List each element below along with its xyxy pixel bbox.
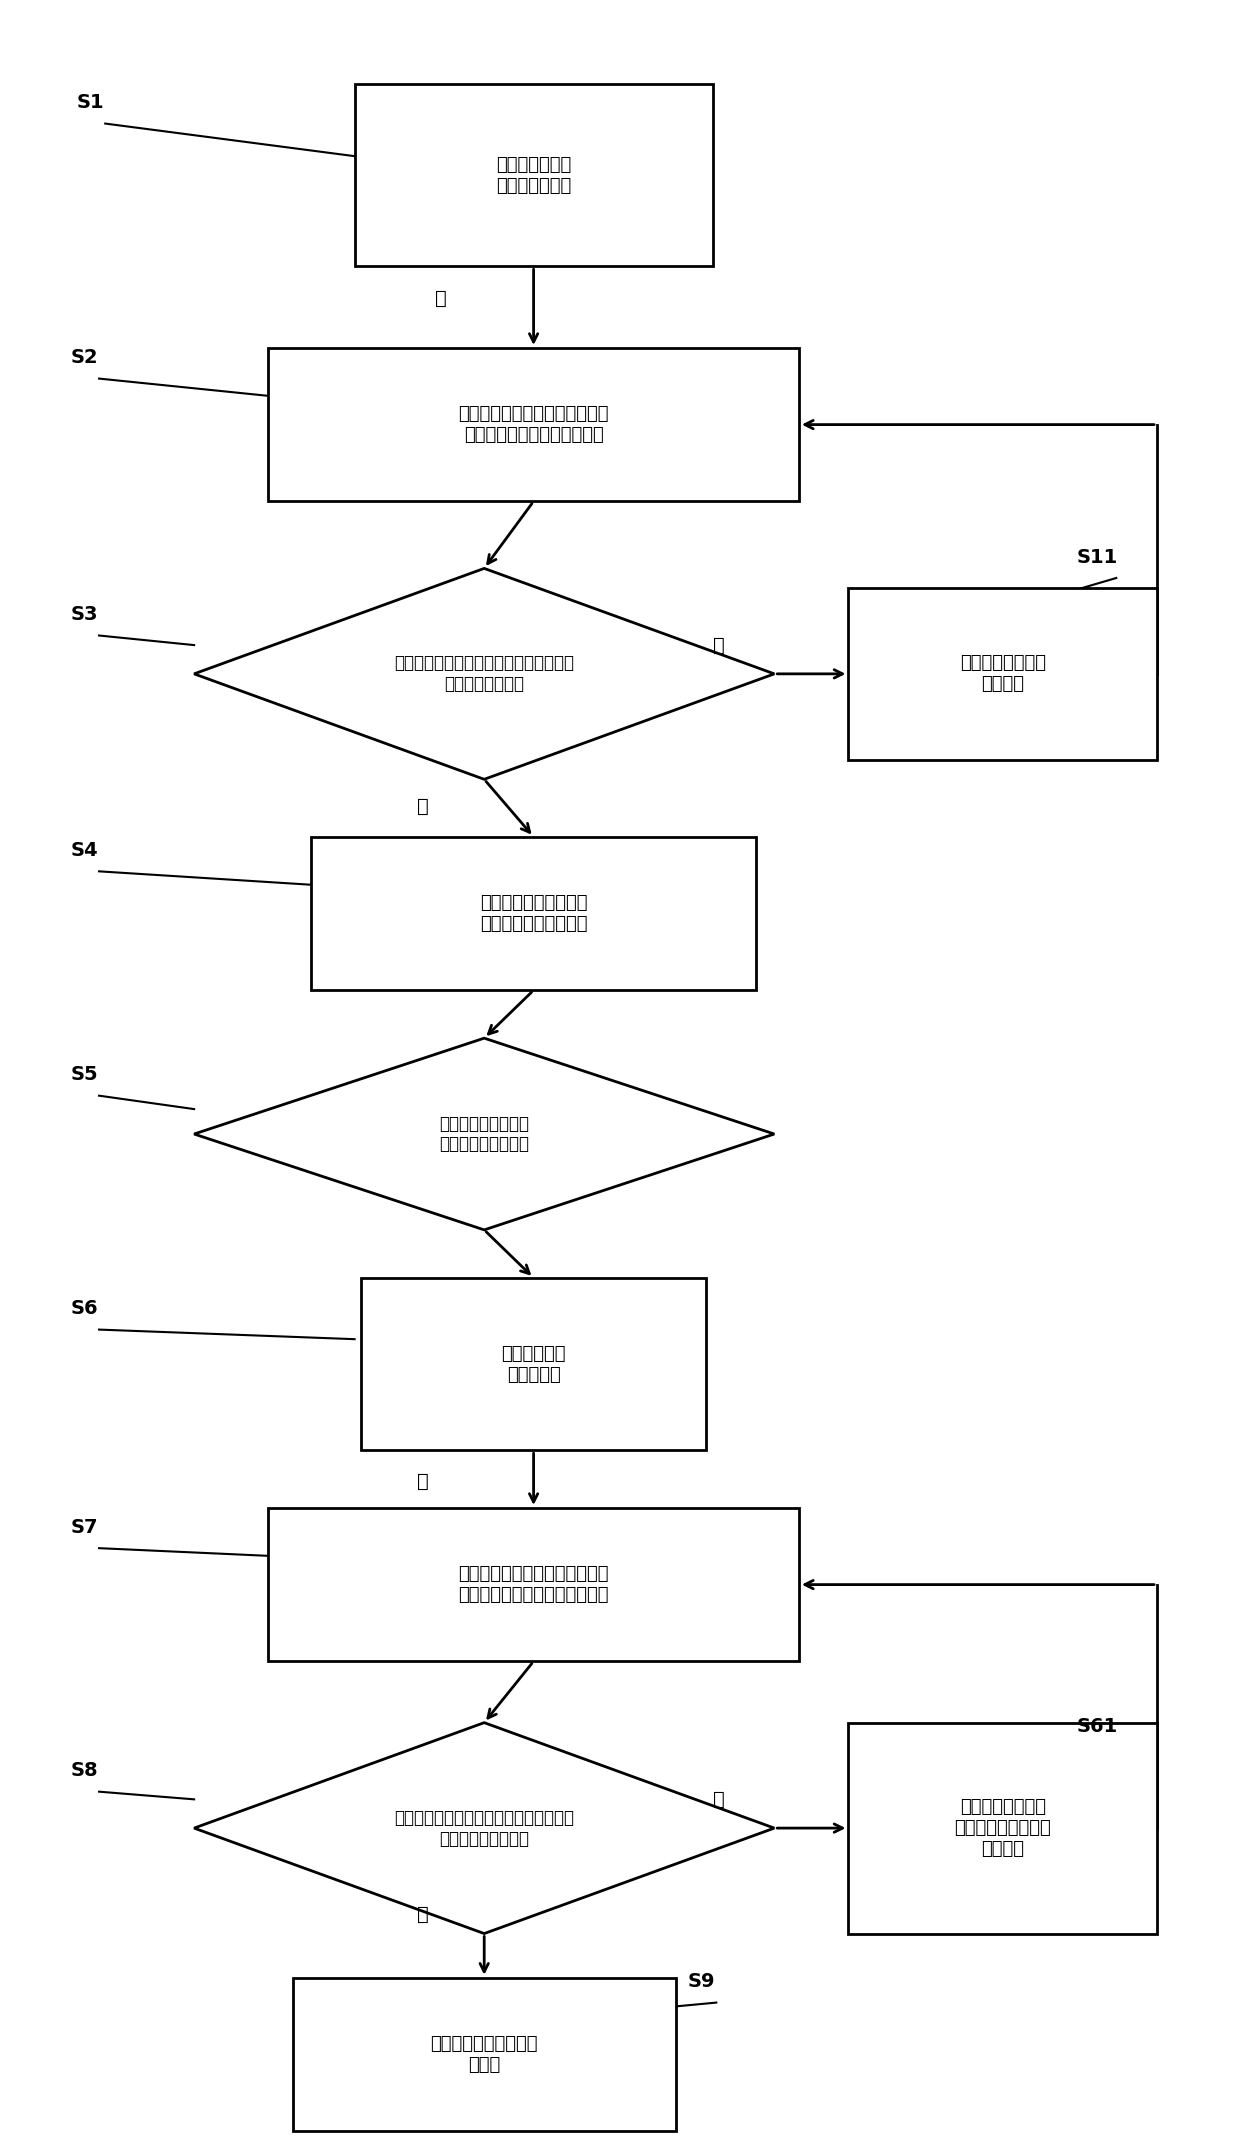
Text: 数据库中是否存在不定度无序树链表编码
相对应的物料名称: 数据库中是否存在不定度无序树链表编码 相对应的物料名称 xyxy=(394,655,574,693)
Polygon shape xyxy=(195,1038,774,1229)
Text: 数据库中创建
物料序列号: 数据库中创建 物料序列号 xyxy=(501,1346,565,1384)
Text: 否: 否 xyxy=(713,635,724,655)
FancyBboxPatch shape xyxy=(268,349,799,502)
Text: S4: S4 xyxy=(71,842,98,859)
Text: 否: 否 xyxy=(713,1789,724,1809)
FancyBboxPatch shape xyxy=(268,1507,799,1662)
Text: 是: 是 xyxy=(417,1473,428,1490)
Text: 是: 是 xyxy=(435,289,446,308)
Text: 查询该物料名称及该物料名称相
对应的不定度无序树链表编码: 查询该物料名称及该物料名称相 对应的不定度无序树链表编码 xyxy=(459,405,609,444)
Text: 增加不定度无序树
链表编码相对应的物
料序列号: 增加不定度无序树 链表编码相对应的物 料序列号 xyxy=(955,1798,1052,1858)
FancyBboxPatch shape xyxy=(311,838,756,990)
FancyBboxPatch shape xyxy=(848,588,1157,760)
FancyBboxPatch shape xyxy=(355,84,713,267)
FancyBboxPatch shape xyxy=(848,1722,1157,1933)
Text: S5: S5 xyxy=(71,1066,98,1085)
Text: S11: S11 xyxy=(1076,547,1118,566)
Text: 是: 是 xyxy=(417,797,428,816)
Text: 查询该物料名称及该物料名称相
对应的不定度无序树链表序列号: 查询该物料名称及该物料名称相 对应的不定度无序树链表序列号 xyxy=(459,1565,609,1604)
Text: S6: S6 xyxy=(71,1298,98,1318)
Text: 展示物料名称及该物料
序列号: 展示物料名称及该物料 序列号 xyxy=(430,2035,538,2073)
Text: 数据库中创建不
定度无序树链表: 数据库中创建不 定度无序树链表 xyxy=(496,155,572,194)
Text: 查询不到物料名称，
依据物料序列号查询: 查询不到物料名称， 依据物料序列号查询 xyxy=(439,1115,529,1154)
Text: S9: S9 xyxy=(688,1972,715,1992)
FancyBboxPatch shape xyxy=(293,1979,676,2131)
Text: S3: S3 xyxy=(71,605,98,624)
Text: 是: 是 xyxy=(417,1905,428,1925)
Text: S61: S61 xyxy=(1076,1718,1118,1735)
Text: 数据库中是否存在不定度无序树链表编码
相对应的物料序列号: 数据库中是否存在不定度无序树链表编码 相对应的物料序列号 xyxy=(394,1809,574,1847)
Text: S7: S7 xyxy=(71,1518,98,1537)
Text: S1: S1 xyxy=(77,93,104,112)
Text: 展示物料名称及该物料
不定度无序树链表编码: 展示物料名称及该物料 不定度无序树链表编码 xyxy=(480,893,588,932)
Text: S8: S8 xyxy=(71,1761,98,1781)
Polygon shape xyxy=(195,1722,774,1933)
Text: S2: S2 xyxy=(71,349,98,368)
FancyBboxPatch shape xyxy=(361,1279,707,1451)
Text: 增加不定度无序树
链表编码: 增加不定度无序树 链表编码 xyxy=(960,655,1045,693)
Polygon shape xyxy=(195,568,774,779)
